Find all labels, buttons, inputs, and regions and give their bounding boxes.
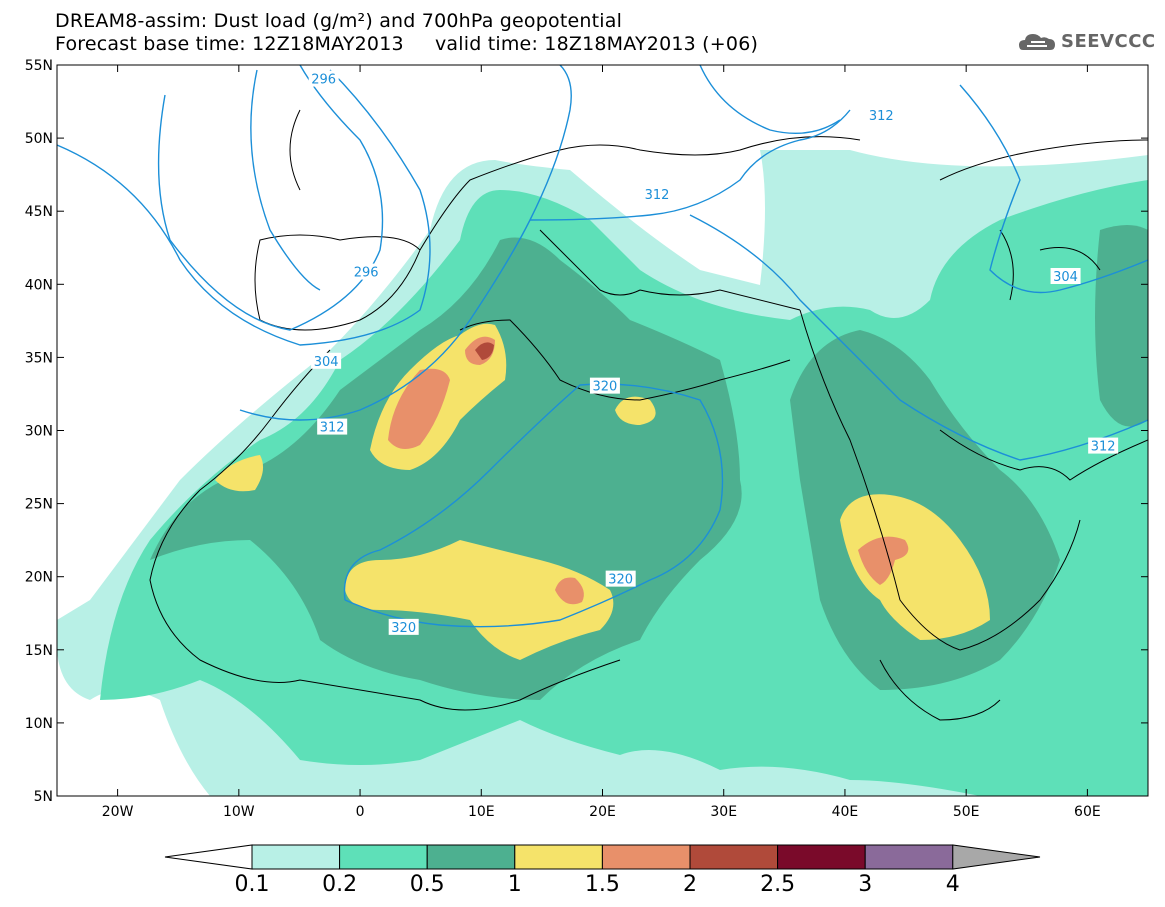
lat-axis-labels: 55N 50N 45N 40N 35N 30N 25N 20N 15N 10N 5N	[25, 58, 53, 805]
dust-level-1-5	[388, 368, 450, 449]
colorbar-segment	[864, 844, 954, 870]
svg-text:320: 320	[608, 573, 633, 588]
contour-label: 312	[866, 107, 897, 124]
geopotential-contours	[57, 65, 1148, 628]
contour-label: 320	[388, 618, 419, 636]
colorbar-label: 1.5	[584, 872, 620, 897]
lon-label: 20E	[589, 804, 616, 820]
dust-fields	[57, 150, 1148, 796]
contour-label-group: 296 296 304 312 312 312 304 312 320 320 320	[308, 70, 1119, 636]
colorbar-max-arrow	[952, 844, 1041, 870]
lon-label: 10W	[223, 804, 255, 820]
colorbar-segment	[251, 844, 341, 870]
lat-label: 25N	[25, 497, 53, 513]
colorbar	[164, 844, 1041, 870]
svg-text:296: 296	[311, 73, 336, 88]
svg-text:296: 296	[354, 266, 379, 281]
svg-text:312: 312	[1091, 440, 1116, 455]
axis-ticks	[57, 64, 1148, 797]
dust-level-0-5-east	[1095, 225, 1148, 427]
lat-label: 55N	[25, 58, 53, 74]
dust-level-1-arabia	[840, 494, 990, 640]
contour-label: 320	[605, 570, 636, 588]
colorbar-label: 0.1	[234, 872, 270, 897]
colorbar-label: 0.5	[409, 872, 445, 897]
colorbar-label: 2.5	[760, 872, 796, 897]
colorbar-label: 2	[683, 872, 697, 897]
dust-level-1-5-arabia	[858, 536, 909, 585]
svg-text:312: 312	[320, 421, 345, 436]
colorbar-label: 1	[507, 872, 522, 897]
logo-text: SEEVCCC	[1061, 31, 1156, 52]
contour-label: 296	[351, 263, 382, 281]
contour-label: 296	[308, 70, 339, 88]
title-line-2: Forecast base time: 12Z18MAY2013 valid t…	[55, 33, 759, 55]
lon-label: 40E	[832, 804, 859, 820]
dust-level-2-tunisia	[475, 342, 494, 360]
svg-text:312: 312	[645, 188, 670, 203]
lon-label: 10E	[468, 804, 495, 820]
dust-level-1-mauritania	[215, 455, 264, 492]
contour-label: 320	[589, 377, 620, 395]
lon-label: 30E	[710, 804, 737, 820]
lat-label: 5N	[34, 789, 53, 805]
lon-label: 50E	[953, 804, 980, 820]
lat-label: 45N	[25, 204, 53, 220]
dust-level-1-libya	[615, 396, 656, 425]
colorbar-segment	[601, 844, 691, 870]
colorbar-min-arrow	[164, 844, 253, 870]
svg-text:304: 304	[314, 355, 339, 370]
svg-text:320: 320	[593, 380, 618, 395]
lat-label: 50N	[25, 131, 53, 147]
svg-text:320: 320	[391, 621, 416, 636]
colorbar-label: 3	[858, 872, 873, 897]
dust-level-1-5-sahel	[555, 577, 584, 605]
contour-label: 312	[642, 186, 673, 203]
svg-text:304: 304	[1053, 270, 1078, 285]
colorbar-label: 0.2	[322, 872, 358, 897]
lat-label: 40N	[25, 277, 53, 293]
cloud-logo-icon	[1019, 34, 1055, 50]
svg-text:312: 312	[869, 109, 894, 124]
lat-label: 20N	[25, 570, 53, 586]
lon-label: 60E	[1074, 804, 1101, 820]
colorbar-segment	[339, 844, 428, 870]
contour-label: 304	[1050, 267, 1081, 285]
contour-label: 312	[317, 418, 348, 436]
lon-axis-labels: 20W 10W 0 10E 20E 30E 40E 50E 60E	[102, 804, 1101, 820]
title-line-1: DREAM8-assim: Dust load (g/m²) and 700hP…	[55, 10, 623, 32]
colorbar-segment	[777, 844, 866, 870]
lon-label: 20W	[102, 804, 134, 820]
lon-label: 0	[356, 804, 365, 820]
colorbar-label: 4	[945, 872, 960, 897]
lat-label: 30N	[25, 424, 53, 440]
colorbar-segment	[514, 844, 603, 870]
contour-label: 312	[1088, 437, 1119, 455]
coastlines	[149, 109, 1148, 721]
lat-label: 15N	[25, 643, 53, 659]
lat-label: 35N	[25, 350, 53, 366]
colorbar-segment	[689, 844, 779, 870]
lat-label: 10N	[25, 716, 53, 732]
contour-label: 304	[311, 352, 342, 370]
colorbar-segment	[426, 844, 516, 870]
dust-level-1-sahel	[345, 540, 614, 660]
